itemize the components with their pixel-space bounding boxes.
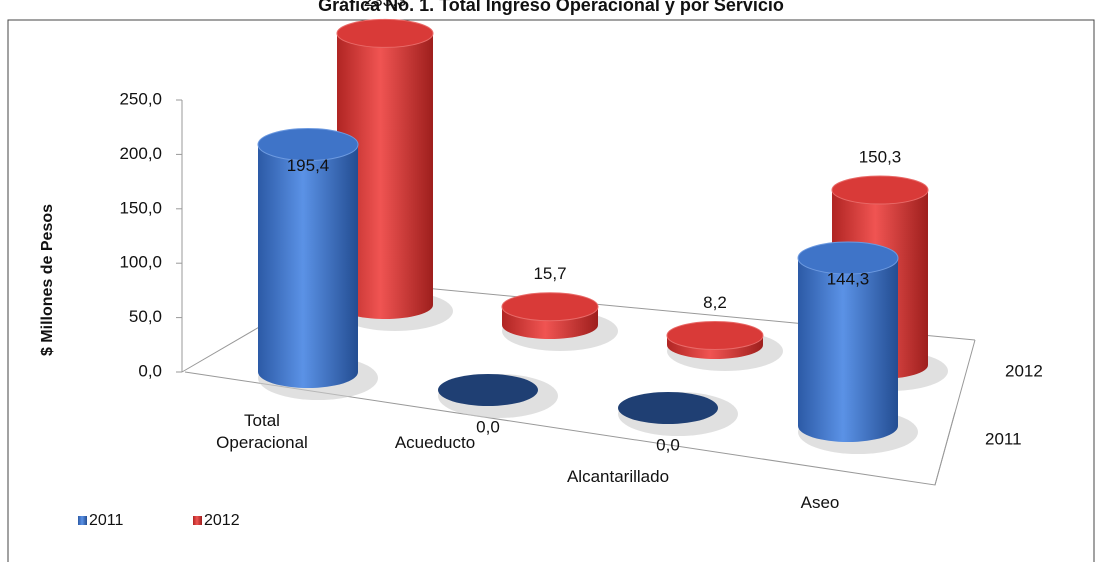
- legend-swatch: [78, 516, 87, 525]
- value-label: 195,4: [287, 156, 330, 175]
- x-tick-label: Acueducto: [394, 433, 476, 452]
- cylinder-top: [797, 241, 899, 275]
- value-label: 8,2: [703, 293, 727, 312]
- cylinder-bottom: [258, 356, 358, 388]
- x-tick-label: Alcantarillado: [566, 467, 670, 486]
- value-label: 150,3: [859, 148, 902, 167]
- value-label: 144,3: [827, 269, 870, 288]
- y-tick-label: 200,0: [119, 144, 162, 163]
- value-label: 0,0: [476, 417, 500, 436]
- cylinder-disk: [438, 374, 538, 406]
- x-tick-label: Total Operacional: [216, 411, 308, 452]
- cylinder-top: [336, 18, 434, 48]
- cylinder-top: [831, 175, 929, 205]
- value-label: 233,3: [364, 0, 407, 10]
- depth-label: 2012: [1005, 361, 1043, 380]
- y-tick-label: 250,0: [119, 89, 162, 108]
- legend-label: 2012: [204, 512, 240, 529]
- y-tick-label: 50,0: [129, 307, 162, 326]
- value-label: 0,0: [656, 435, 680, 454]
- cylinder-body: [798, 258, 898, 426]
- cylinder-bottom: [798, 410, 898, 442]
- cylinder-disk: [618, 392, 718, 424]
- y-axis-label: $ Millones de Pesos: [39, 204, 56, 356]
- value-label: 15,7: [533, 264, 566, 283]
- chart-title: Gráfica No. 1. Total Ingreso Operacional…: [318, 0, 784, 15]
- cylinder-top: [666, 320, 764, 350]
- cylinder-top: [501, 292, 599, 322]
- y-tick-label: 100,0: [119, 253, 162, 272]
- frame: [7, 19, 1095, 562]
- x-tick-label: Aseo: [800, 493, 840, 512]
- depth-label: 2011: [985, 429, 1022, 448]
- y-tick-label: 0,0: [138, 361, 162, 380]
- y-tick-label: 150,0: [119, 198, 162, 217]
- cylinder-top: [257, 128, 359, 162]
- cylinder-bottom: [337, 291, 433, 319]
- legend-label: 2011: [89, 512, 124, 529]
- cylinder-body: [258, 144, 358, 372]
- legend-swatch: [193, 516, 202, 525]
